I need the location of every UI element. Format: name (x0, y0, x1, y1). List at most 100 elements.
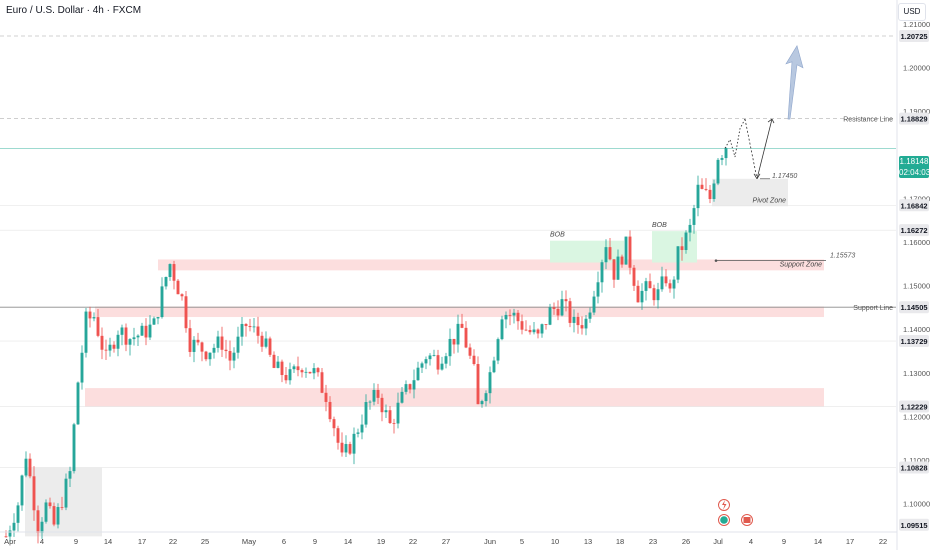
candle-body (628, 236, 632, 268)
candle-body (180, 294, 184, 297)
candle-body (168, 264, 172, 278)
price-label-box (899, 112, 929, 125)
candle-body (96, 317, 100, 336)
candle-body (388, 410, 392, 424)
candle-body (688, 224, 692, 233)
x-tick-label: Jul (713, 537, 723, 546)
candle-body (480, 401, 484, 405)
zone-support-zone-0 (158, 259, 824, 271)
candle-body (560, 299, 564, 316)
candle-body (444, 356, 448, 364)
candle-body (100, 335, 104, 350)
x-tick-label: 9 (313, 537, 317, 546)
candle-body (108, 344, 112, 351)
y-tick-label: 1.21000 (903, 20, 930, 29)
candle-body (408, 384, 412, 390)
candle-body (252, 326, 256, 328)
candle-body (512, 312, 516, 316)
x-tick-label: 6 (282, 537, 286, 546)
candle-body (128, 339, 132, 345)
candle-body (680, 246, 684, 251)
price-label: 1.10828 (900, 464, 927, 473)
candle-body (616, 256, 620, 280)
big-up-arrow (785, 45, 804, 120)
candle-body (316, 368, 320, 373)
candle-body (80, 352, 84, 383)
candle-body (260, 335, 264, 347)
x-tick-label: 26 (682, 537, 690, 546)
zone-band-2 (85, 388, 824, 407)
candle-body (184, 296, 188, 329)
currency-button[interactable]: USD (898, 3, 926, 21)
candle-body (352, 433, 356, 454)
candle-body (376, 389, 380, 398)
candle-body (20, 475, 24, 506)
candle-body (36, 510, 40, 533)
x-tick-label: Jun (484, 537, 496, 546)
candle-body (416, 367, 420, 381)
candle-body (16, 505, 20, 523)
support-zone-dot (714, 259, 718, 262)
bob-label: BOB (652, 222, 667, 229)
y-tick-label: 1.11000 (903, 456, 930, 465)
candle-body (428, 355, 432, 360)
candle-body (468, 347, 472, 356)
y-tick-label: 1.10000 (903, 500, 930, 509)
candle-body (392, 423, 396, 424)
candle-body (704, 188, 708, 190)
candle-body (116, 334, 120, 349)
candle-body (464, 327, 468, 348)
candle-body (196, 339, 200, 343)
x-tick-label: 17 (138, 537, 146, 546)
candle-body (236, 336, 240, 353)
candle-body (696, 184, 700, 209)
candle-body (620, 256, 624, 265)
candle-body (200, 342, 204, 352)
candle-body (24, 458, 28, 476)
x-tick-label: 18 (616, 537, 624, 546)
price-label-box (899, 400, 929, 413)
candle-body (176, 280, 180, 295)
candle-body (88, 311, 92, 319)
y-tick-label: 1.16000 (903, 238, 930, 247)
x-tick-label: 9 (74, 537, 78, 546)
x-tick-label: 10 (551, 537, 559, 546)
candle-body (64, 478, 68, 508)
candle-body (72, 424, 76, 472)
x-tick-label: Apr (4, 537, 16, 546)
candle-body (372, 389, 376, 402)
candle-body (460, 323, 464, 328)
candle-body (308, 371, 312, 374)
candle-body (144, 325, 148, 338)
lightning-glyph (722, 500, 727, 510)
candle-body (600, 262, 604, 283)
candle-body (140, 325, 144, 336)
candle-body (276, 361, 280, 368)
candle-body (364, 402, 368, 425)
candle-body (28, 458, 32, 477)
candle-body (400, 391, 404, 403)
x-tick-label: 4 (40, 537, 44, 546)
candle-body (496, 339, 500, 361)
candle-body (44, 502, 48, 522)
projection-down-leg (744, 118, 758, 179)
candle-body (244, 323, 248, 327)
candle-body (8, 530, 12, 537)
candle-body (668, 283, 672, 289)
candle-body (564, 299, 568, 302)
candle-body (160, 286, 164, 318)
last-price-value: 1.18148 (899, 157, 929, 166)
candle-body (528, 330, 532, 333)
candle-body (60, 507, 64, 508)
candle-body (304, 371, 308, 373)
candle-body (224, 349, 228, 352)
candle-body (596, 282, 600, 297)
candle-body (448, 338, 452, 357)
price-label: 1.18829 (900, 115, 927, 124)
candle-body (576, 316, 580, 326)
candle-body (336, 428, 340, 443)
candle-body (104, 349, 108, 351)
candle-body (648, 281, 652, 289)
